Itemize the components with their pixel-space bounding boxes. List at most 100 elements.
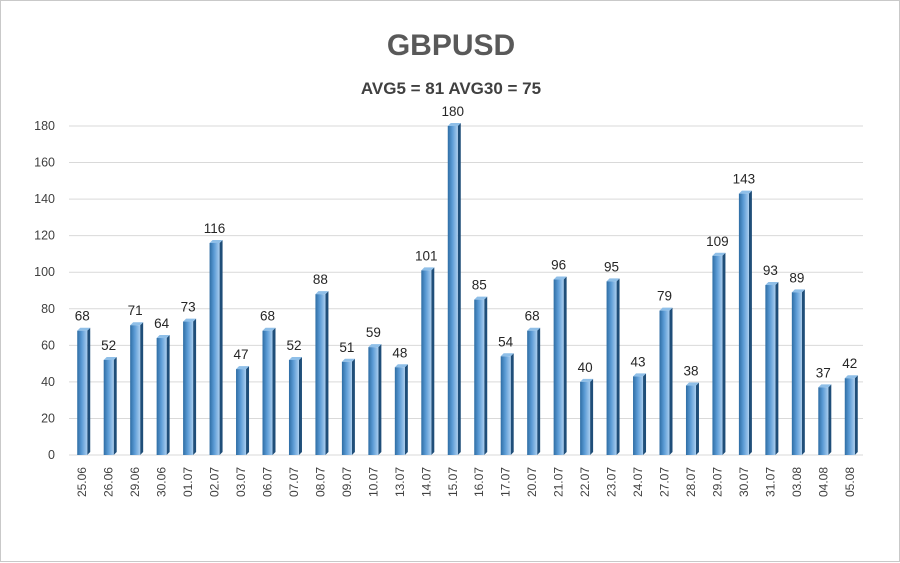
bar <box>474 296 488 455</box>
data-label: 48 <box>392 345 407 360</box>
bar <box>606 278 620 455</box>
x-tick-label: 31.07 <box>763 467 777 497</box>
data-label: 64 <box>154 316 170 331</box>
x-tick-label: 30.07 <box>737 467 751 497</box>
x-tick-label: 03.07 <box>234 467 248 497</box>
bar <box>236 366 250 455</box>
bar <box>394 364 408 455</box>
data-label: 143 <box>733 172 756 187</box>
chart-subtitle: AVG5 = 81 AVG30 = 75 <box>360 79 542 98</box>
data-label: 95 <box>604 259 619 274</box>
y-tick-label: 80 <box>41 302 55 316</box>
data-label: 101 <box>415 248 438 263</box>
bar <box>341 358 355 455</box>
x-tick-label: 07.07 <box>287 467 301 497</box>
bar <box>183 318 197 455</box>
bar <box>712 252 726 455</box>
x-tick-label: 04.08 <box>816 467 830 497</box>
x-tick-label: 16.07 <box>472 467 486 497</box>
bar <box>315 291 329 455</box>
bar <box>500 353 514 455</box>
chart-title: GBPUSD <box>386 29 516 62</box>
bar <box>580 378 594 455</box>
x-tick-label: 20.07 <box>525 467 539 497</box>
bar <box>130 322 144 455</box>
bar <box>659 307 673 455</box>
bar <box>447 123 461 455</box>
y-tick-label: 0 <box>48 448 55 462</box>
data-label: 68 <box>75 309 90 324</box>
y-tick-label: 120 <box>34 229 55 243</box>
x-tick-label: 09.07 <box>340 467 354 497</box>
data-label: 88 <box>313 272 328 287</box>
data-label: 54 <box>498 334 514 349</box>
data-label: 109 <box>706 234 729 249</box>
data-label: 42 <box>842 356 857 371</box>
x-tick-label: 06.07 <box>261 467 275 497</box>
data-label: 43 <box>631 354 646 369</box>
y-tick-label: 20 <box>41 411 55 425</box>
data-label: 59 <box>366 325 381 340</box>
bar <box>527 327 541 455</box>
bar <box>738 190 752 455</box>
x-tick-label: 29.07 <box>710 467 724 497</box>
y-axis: 0 20 40 60 80 100 120 140 160 180 <box>34 119 55 462</box>
bar <box>156 335 170 455</box>
data-label: 37 <box>816 365 831 380</box>
data-label: 71 <box>128 303 143 318</box>
x-axis: 25.06 26.06 29.06 30.06 01.07 02.07 03.07 06.07… <box>75 467 857 497</box>
x-tick-label: 05.08 <box>843 467 857 497</box>
x-tick-label: 02.07 <box>208 467 222 497</box>
data-label: 89 <box>789 270 804 285</box>
data-label: 73 <box>181 300 196 315</box>
data-label: 51 <box>339 340 354 355</box>
bar <box>262 327 276 455</box>
x-tick-label: 21.07 <box>552 467 566 497</box>
x-tick-label: 29.06 <box>128 467 142 497</box>
bar <box>288 356 302 455</box>
x-tick-label: 03.08 <box>790 467 804 497</box>
y-tick-label: 60 <box>41 338 55 352</box>
bar <box>553 276 567 455</box>
x-tick-label: 17.07 <box>499 467 513 497</box>
data-label: 79 <box>657 289 672 304</box>
y-tick-label: 100 <box>34 265 55 279</box>
data-label: 38 <box>683 364 698 379</box>
y-tick-label: 180 <box>34 119 55 133</box>
x-tick-label: 27.07 <box>658 467 672 497</box>
data-label: 47 <box>234 347 249 362</box>
x-tick-label: 13.07 <box>393 467 407 497</box>
x-tick-label: 25.06 <box>75 467 89 497</box>
x-tick-label: 01.07 <box>181 467 195 497</box>
gridlines <box>69 125 863 456</box>
x-tick-label: 24.07 <box>631 467 645 497</box>
data-label: 180 <box>442 104 465 119</box>
bar <box>633 373 647 455</box>
y-tick-label: 40 <box>41 375 55 389</box>
bars <box>77 123 858 455</box>
data-label: 68 <box>260 309 275 324</box>
x-tick-label: 08.07 <box>313 467 327 497</box>
bar <box>103 356 117 455</box>
bar <box>791 289 805 455</box>
y-tick-label: 140 <box>34 192 55 206</box>
data-label: 52 <box>286 338 301 353</box>
data-label: 52 <box>101 338 116 353</box>
x-tick-label: 30.06 <box>155 467 169 497</box>
x-tick-label: 22.07 <box>578 467 592 497</box>
bar <box>421 267 435 455</box>
bar <box>818 384 832 455</box>
data-labels: 68 52 71 64 73 116 47 68 52 88 51 59 48 101 180 85 54 68 9… <box>75 104 858 380</box>
bar <box>765 282 779 455</box>
data-label: 96 <box>551 258 566 273</box>
bar <box>209 239 223 455</box>
data-label: 116 <box>204 221 226 236</box>
data-label: 40 <box>578 360 593 375</box>
x-tick-label: 28.07 <box>684 467 698 497</box>
x-tick-label: 14.07 <box>419 467 433 497</box>
data-label: 85 <box>472 278 487 293</box>
data-label: 93 <box>763 263 778 278</box>
x-tick-label: 23.07 <box>605 467 619 497</box>
